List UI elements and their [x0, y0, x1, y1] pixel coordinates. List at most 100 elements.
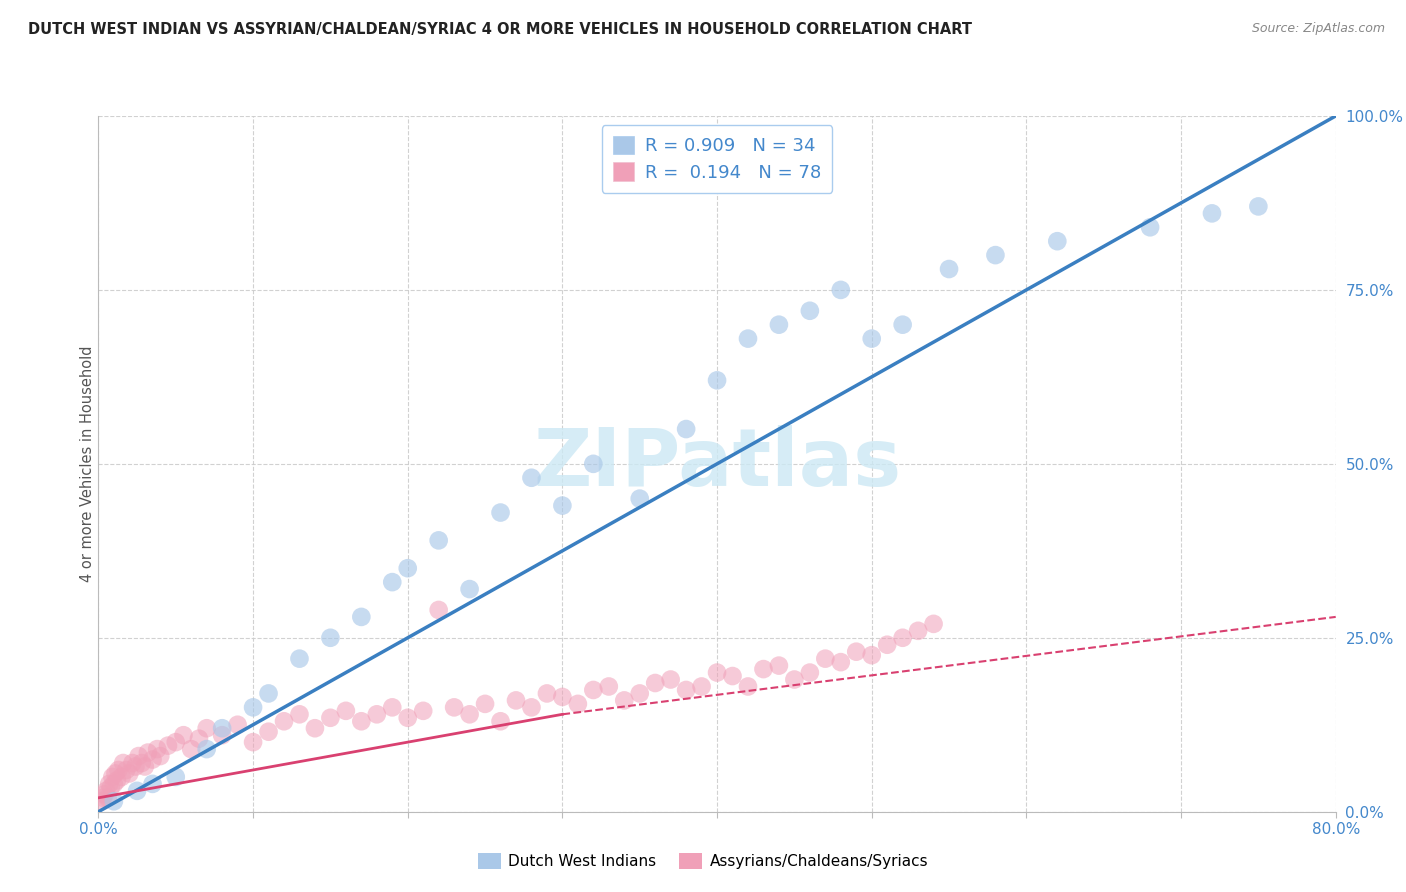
Point: [381, 700, 404, 714]
Point: [288, 707, 311, 722]
Point: [103, 777, 125, 791]
Point: [845, 645, 868, 659]
Point: [211, 728, 233, 742]
Point: [551, 499, 574, 513]
Point: [876, 638, 898, 652]
Point: [938, 262, 960, 277]
Point: [288, 651, 311, 665]
Text: Source: ZipAtlas.com: Source: ZipAtlas.com: [1251, 22, 1385, 36]
Point: [257, 724, 280, 739]
Point: [146, 742, 169, 756]
Point: [257, 686, 280, 700]
Point: [131, 756, 153, 770]
Point: [134, 759, 156, 773]
Point: [335, 704, 357, 718]
Point: [195, 721, 218, 735]
Point: [180, 742, 202, 756]
Point: [97, 790, 120, 805]
Point: [582, 457, 605, 471]
Point: [121, 756, 143, 770]
Point: [489, 714, 512, 729]
Point: [922, 616, 945, 631]
Point: [644, 676, 666, 690]
Legend: R = 0.909   N = 34, R =  0.194   N = 78: R = 0.909 N = 34, R = 0.194 N = 78: [602, 125, 832, 193]
Point: [520, 471, 543, 485]
Point: [1247, 199, 1270, 213]
Point: [474, 697, 496, 711]
Point: [860, 332, 883, 346]
Point: [93, 788, 115, 801]
Point: [458, 582, 481, 596]
Point: [242, 735, 264, 749]
Point: [706, 373, 728, 387]
Point: [157, 739, 180, 753]
Point: [536, 686, 558, 700]
Point: [830, 283, 852, 297]
Point: [489, 506, 512, 520]
Point: [412, 704, 434, 718]
Point: [118, 766, 141, 780]
Point: [211, 721, 233, 735]
Point: [396, 711, 419, 725]
Text: ZIPatlas: ZIPatlas: [533, 425, 901, 503]
Point: [706, 665, 728, 680]
Point: [141, 753, 165, 767]
Point: [242, 700, 264, 714]
Point: [98, 777, 121, 791]
Point: [752, 662, 775, 676]
Point: [396, 561, 419, 575]
Point: [907, 624, 929, 638]
Point: [319, 631, 342, 645]
Point: [768, 318, 790, 332]
Point: [783, 673, 806, 687]
Text: DUTCH WEST INDIAN VS ASSYRIAN/CHALDEAN/SYRIAC 4 OR MORE VEHICLES IN HOUSEHOLD CO: DUTCH WEST INDIAN VS ASSYRIAN/CHALDEAN/S…: [28, 22, 972, 37]
Point: [505, 693, 527, 707]
Y-axis label: 4 or more Vehicles in Household: 4 or more Vehicles in Household: [80, 345, 94, 582]
Point: [273, 714, 295, 729]
Point: [128, 749, 150, 764]
Point: [458, 707, 481, 722]
Point: [165, 735, 187, 749]
Point: [111, 770, 132, 784]
Point: [860, 648, 883, 662]
Legend: Dutch West Indians, Assyrians/Chaldeans/Syriacs: Dutch West Indians, Assyrians/Chaldeans/…: [471, 847, 935, 875]
Point: [799, 303, 821, 318]
Point: [101, 770, 124, 784]
Point: [830, 655, 852, 669]
Point: [319, 711, 342, 725]
Point: [104, 766, 127, 780]
Point: [100, 780, 122, 795]
Point: [105, 773, 128, 788]
Point: [675, 683, 697, 698]
Point: [814, 651, 837, 665]
Point: [1139, 220, 1161, 235]
Point: [520, 700, 543, 714]
Point: [1046, 234, 1069, 248]
Point: [721, 669, 744, 683]
Point: [124, 759, 146, 773]
Point: [551, 690, 574, 704]
Point: [381, 575, 404, 590]
Point: [737, 680, 759, 694]
Point: [768, 658, 790, 673]
Point: [675, 422, 697, 436]
Point: [91, 790, 114, 805]
Point: [891, 318, 914, 332]
Point: [799, 665, 821, 680]
Point: [112, 756, 135, 770]
Point: [659, 673, 682, 687]
Point: [737, 332, 759, 346]
Point: [96, 784, 118, 798]
Point: [107, 763, 129, 777]
Point: [350, 714, 373, 729]
Point: [567, 697, 589, 711]
Point: [172, 728, 194, 742]
Point: [90, 794, 112, 808]
Point: [304, 721, 326, 735]
Point: [195, 742, 218, 756]
Point: [127, 784, 149, 798]
Point: [427, 603, 450, 617]
Point: [613, 693, 636, 707]
Point: [443, 700, 465, 714]
Point: [1201, 206, 1223, 220]
